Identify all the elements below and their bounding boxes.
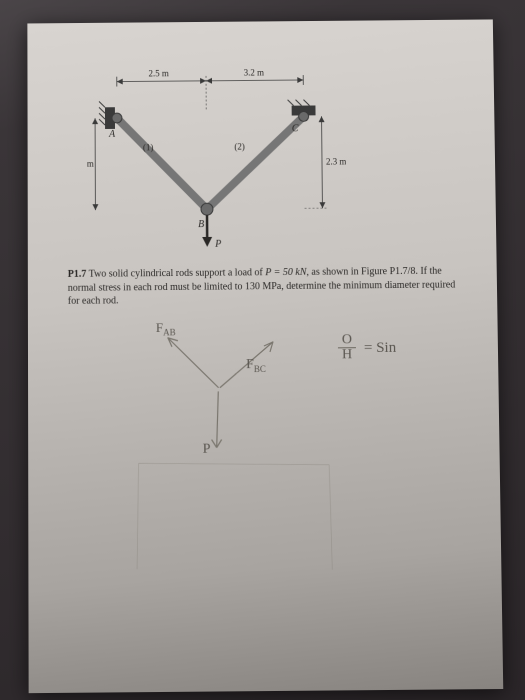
sketch-rod-1 <box>168 337 218 387</box>
dim-top-right: 3.2 m <box>244 68 264 78</box>
pin-a <box>112 113 122 123</box>
pin-b <box>201 203 213 215</box>
paper-sheet: 2.5 m 3.2 m 4.0 m 2.3 m A B C P (1) (2) … <box>27 19 503 693</box>
dim-left: 4.0 m <box>87 159 94 169</box>
point-b-label: B <box>198 219 204 230</box>
point-a-label: A <box>108 129 116 140</box>
pin-c <box>299 111 309 121</box>
figure-svg: 2.5 m 3.2 m 4.0 m 2.3 m A B C P (1) (2) <box>87 60 347 260</box>
hand-sketch: FAB FBC P O H = Sin <box>128 315 431 579</box>
member-1-label: (1) <box>143 142 153 152</box>
note-eq: = Sin <box>364 339 396 356</box>
note-top: O <box>338 334 356 347</box>
problem-id: P1.7 <box>68 269 87 280</box>
figure-diagram: 2.5 m 3.2 m 4.0 m 2.3 m A B C P (1) (2) <box>87 60 347 260</box>
load-p-label: P <box>214 239 221 250</box>
sketch-p-label: P <box>203 441 211 457</box>
dim-right: 2.3 m <box>326 156 347 166</box>
dim-top-left: 2.5 m <box>148 68 168 78</box>
problem-text-1: Two solid cylindrical rods support a loa… <box>89 267 266 279</box>
point-c-label: C <box>292 123 299 134</box>
sketch-fbc-label: FBC <box>246 356 266 373</box>
problem-statement: P1.7 Two solid cylindrical rods support … <box>68 264 468 308</box>
note-bot: H <box>338 349 356 362</box>
sketch-side-note: O H <box>338 334 356 362</box>
problem-p-eq: P = 50 kN <box>265 267 306 278</box>
sketch-faint-lines <box>137 461 333 571</box>
sketch-load <box>216 391 218 447</box>
sketch-fab-label: FAB <box>156 319 176 337</box>
member-2-label: (2) <box>234 142 245 152</box>
